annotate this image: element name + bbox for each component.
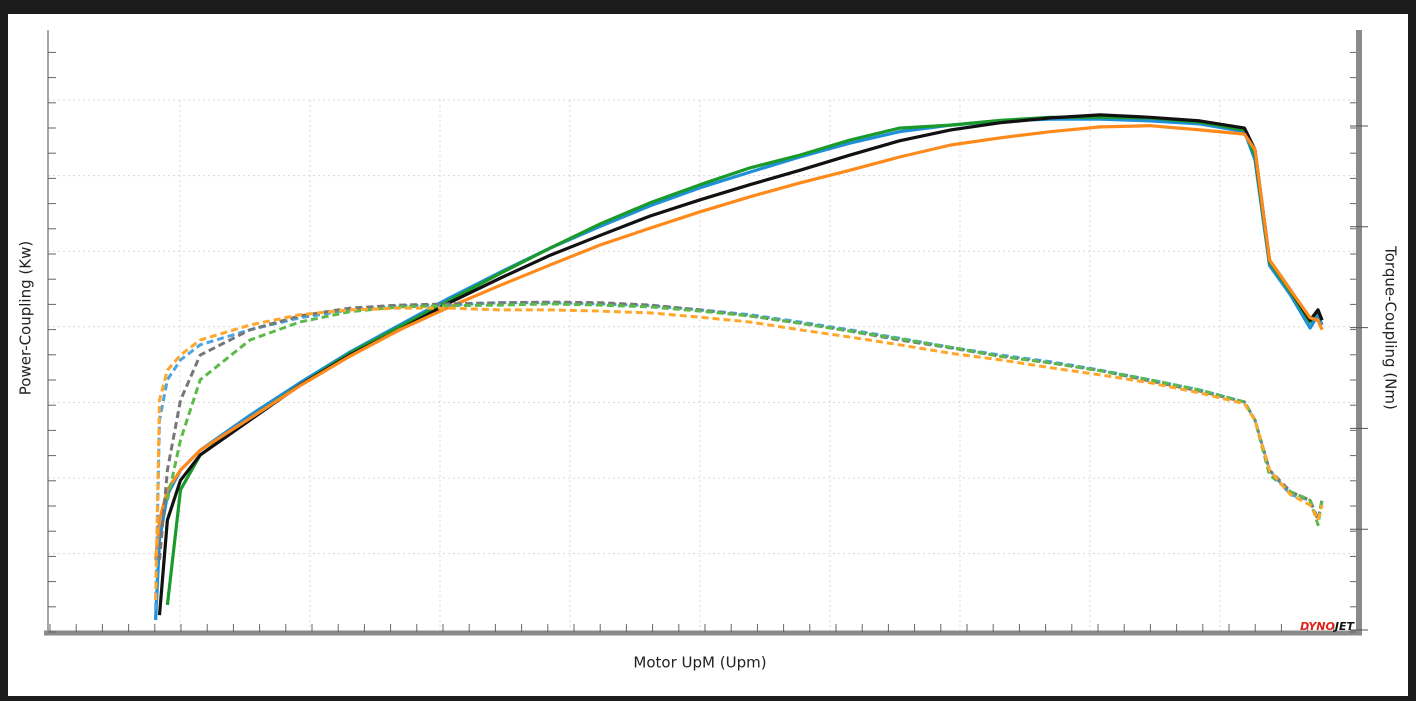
logo-part: JET [1333,620,1356,633]
power-line [154,124,1324,560]
chart-card [8,14,1408,696]
torque-line [154,306,1324,601]
x-axis-label: Motor UpM (Upm) [633,654,766,672]
y-axis-label: Power-Coupling (Kw) [17,241,35,395]
axes [44,30,1368,636]
plot-lines [154,113,1324,621]
y2-axis-label: Torque-Coupling (Nm) [1382,245,1400,410]
power-line [154,117,1324,621]
grid [48,99,1360,632]
logo-part: DYNO [1300,620,1335,633]
logo: DYNOJET [1300,620,1355,633]
